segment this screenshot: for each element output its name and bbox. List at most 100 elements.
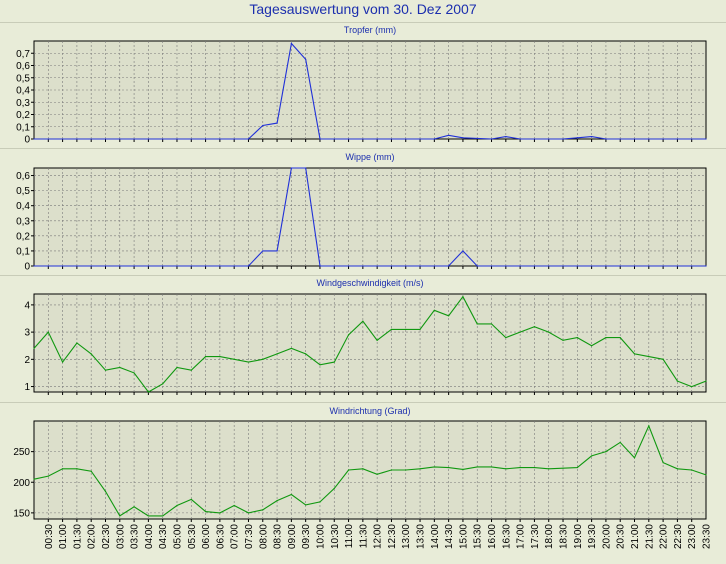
x-tick-label: 22:30 — [673, 524, 684, 549]
x-tick-label: 17:30 — [530, 524, 541, 549]
data-point — [162, 383, 164, 385]
data-point — [347, 334, 350, 336]
y-tick-label: 3 — [24, 328, 30, 339]
series-line-windrichtung — [33, 424, 707, 517]
x-tick-label: 15:30 — [473, 524, 484, 549]
data-point — [219, 356, 221, 358]
data-point — [119, 515, 121, 517]
data-point — [204, 356, 207, 358]
x-tick-label: 16:30 — [501, 524, 512, 549]
data-point — [490, 323, 493, 325]
data-point — [333, 361, 335, 363]
data-point — [562, 467, 564, 469]
data-point — [533, 326, 536, 328]
data-point — [705, 265, 707, 267]
data-point — [448, 466, 450, 469]
data-point — [633, 457, 636, 459]
x-tick-label: 20:30 — [616, 524, 627, 549]
data-point — [548, 331, 550, 333]
y-tick-label: 0,2 — [16, 231, 30, 242]
data-point — [319, 265, 321, 267]
data-point — [519, 466, 521, 469]
x-tick-label: 12:00 — [373, 524, 384, 549]
data-point — [319, 138, 321, 140]
data-point — [276, 500, 278, 502]
data-point — [290, 167, 292, 169]
data-point — [305, 353, 307, 355]
data-point — [305, 504, 307, 506]
y-tick-label: 0,4 — [16, 201, 30, 212]
data-point — [562, 138, 564, 140]
x-tick-label: 23:30 — [702, 524, 713, 549]
x-tick-label: 03:30 — [130, 524, 141, 549]
x-tick-label: 09:30 — [301, 524, 312, 549]
data-point — [376, 473, 378, 475]
data-point — [276, 122, 278, 124]
data-point — [405, 328, 407, 330]
data-point — [705, 474, 707, 476]
y-tick-label: 150 — [13, 508, 30, 519]
y-tick-label: 0,4 — [16, 86, 30, 97]
data-point — [47, 475, 49, 477]
data-point — [662, 358, 664, 360]
y-tick-label: 0,1 — [16, 246, 30, 257]
panel-title: Windgeschwindigkeit (m/s) — [316, 278, 423, 288]
panel-title: Tropfer (mm) — [344, 25, 396, 35]
data-point — [433, 309, 435, 311]
data-point — [605, 138, 607, 140]
data-point — [462, 468, 464, 470]
y-tick-label: 0,7 — [16, 49, 30, 60]
data-point — [519, 331, 521, 333]
data-point — [562, 339, 564, 341]
data-point — [605, 451, 607, 453]
x-tick-label: 02:00 — [87, 524, 98, 549]
x-tick-label: 10:30 — [330, 524, 341, 549]
data-point — [705, 380, 707, 382]
data-point — [247, 265, 250, 267]
x-tick-label: 13:00 — [401, 524, 412, 549]
data-point — [247, 512, 250, 514]
x-tick-label: 13:30 — [416, 524, 427, 549]
x-tick-label: 02:30 — [101, 524, 112, 549]
x-tick-label: 18:00 — [544, 524, 555, 549]
y-tick-label: 1 — [24, 382, 30, 393]
data-point — [519, 138, 521, 140]
data-point — [490, 138, 493, 140]
y-tick-label: 0,3 — [16, 98, 30, 109]
x-tick-label: 01:30 — [72, 524, 83, 549]
chart-panel-tropfer: Tropfer (mm) 0 0,10,20,30,4 0,50,60,7 — [0, 22, 726, 146]
data-point — [247, 361, 250, 363]
data-point — [133, 372, 135, 374]
data-point — [276, 250, 278, 252]
data-point — [33, 138, 35, 140]
data-point — [190, 498, 192, 500]
x-tick-label: 16:00 — [487, 524, 498, 549]
x-tick-label: 00:30 — [44, 524, 55, 549]
data-point — [633, 353, 636, 355]
plot-area — [33, 167, 707, 267]
data-point — [505, 336, 507, 339]
data-point — [233, 358, 235, 360]
data-point — [104, 490, 107, 493]
x-tick-label: 01:00 — [58, 524, 69, 549]
x-tick-label: 22:00 — [659, 524, 670, 549]
data-point — [476, 466, 478, 468]
plot-area — [33, 293, 707, 393]
x-tick-label: 21:00 — [630, 524, 641, 549]
data-point — [262, 358, 264, 360]
data-point — [362, 320, 364, 322]
x-tick-label: 21:30 — [644, 524, 655, 549]
chart-panel-windrichtung: Windrichtung (Grad) 150 200 250 — [0, 402, 726, 522]
data-point — [591, 455, 593, 457]
y-tick-label: 0,5 — [16, 186, 30, 197]
data-point — [619, 336, 621, 339]
x-tick-label: 14:30 — [444, 524, 455, 549]
series-line-tropfer — [34, 42, 706, 140]
series-line-windgeschwindigkeit — [33, 295, 707, 393]
data-point — [61, 468, 64, 470]
data-point — [33, 265, 35, 267]
data-point — [133, 506, 135, 508]
data-point — [305, 167, 307, 169]
x-tick-label: 03:00 — [115, 524, 126, 549]
data-point — [33, 347, 35, 350]
